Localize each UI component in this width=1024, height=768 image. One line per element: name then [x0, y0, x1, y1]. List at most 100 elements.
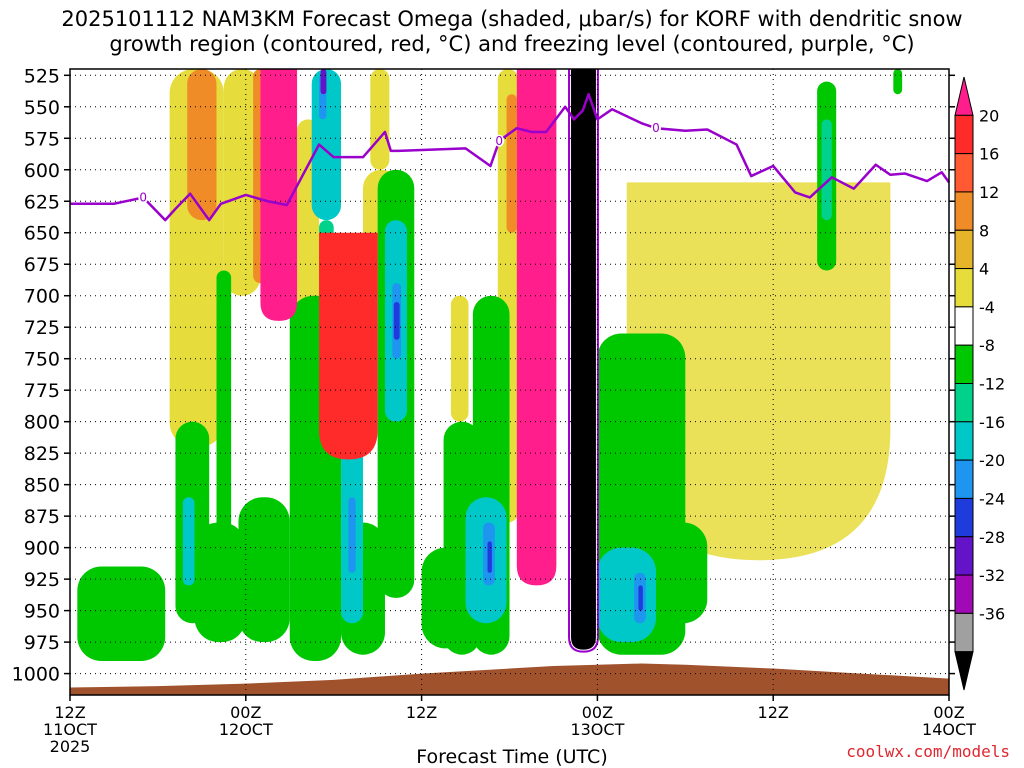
ytick-label: 925: [24, 569, 60, 591]
ytick-label: 800: [24, 412, 60, 434]
colorbar-swatch: [954, 536, 974, 576]
ytick-label: 850: [24, 475, 60, 497]
xtick-label: 00Z: [933, 703, 964, 722]
ytick-label: 625: [24, 191, 60, 213]
xtick-label: 00Z: [230, 703, 261, 722]
xtick-label: 2025: [50, 737, 91, 756]
ytick-label: 900: [24, 538, 60, 560]
colorbar-bottom-arrow: [954, 651, 974, 691]
colorbar-label: -28: [979, 528, 1005, 547]
ytick-label: 700: [24, 286, 60, 308]
colorbar-label: -32: [979, 566, 1005, 585]
omega-blob-14: [238, 497, 290, 643]
colorbar-swatch: [954, 459, 974, 499]
omega-pink-streak: [260, 69, 298, 321]
colorbar-label: -24: [979, 489, 1005, 508]
ytick-label: 525: [24, 65, 60, 87]
omega-blob-2: [223, 69, 261, 296]
xtick-label: 14OCT: [922, 720, 976, 739]
colorbar-label: 8: [979, 221, 989, 240]
colorbar-label: -4: [979, 298, 995, 317]
plot-frame: [69, 68, 950, 696]
colorbar-swatch: [954, 191, 974, 231]
freezing-level-label-1: 0: [495, 134, 503, 148]
ytick-label: 575: [24, 128, 60, 150]
colorbar-swatch: [954, 344, 974, 384]
freezing-label-bg-0: [138, 191, 149, 204]
omega-black-column: [571, 69, 596, 650]
colorbar-swatch: [954, 421, 974, 461]
xtick-label: 12Z: [406, 703, 437, 722]
colorbar-swatch: [954, 497, 974, 538]
colorbar-swatch: [954, 153, 974, 193]
colorbar-label: -8: [979, 336, 995, 355]
credit-text: coolwx.com/models: [846, 742, 1010, 761]
colorbar-swatch: [954, 268, 974, 308]
colorbar: 20 16 12 8 4 -4 -8 -12 -16 -20 -24 -28 -32 -36: [954, 76, 1005, 691]
terrain: [70, 663, 949, 695]
omega-blob-38: [393, 302, 400, 340]
ytick-label: 975: [24, 632, 60, 654]
ytick-label: 600: [24, 160, 60, 182]
xtick-label: 12Z: [758, 703, 789, 722]
terrain-fill: [70, 663, 949, 695]
omega-blob-32: [182, 497, 195, 586]
omega-red-band: [319, 232, 378, 460]
xtick-label: 00Z: [582, 703, 613, 722]
omega-blob-37: [348, 497, 356, 573]
colorbar-swatch: [954, 114, 974, 155]
omega-shading: [77, 69, 903, 661]
freezing-label-bg-2: [651, 122, 661, 135]
omega-blob-41: [320, 69, 327, 95]
ytick-label: 775: [24, 380, 60, 402]
freezing-level-line: [70, 92, 951, 222]
black-column-outline: [568, 69, 599, 653]
freezing-level-layer: 0 0 0: [70, 92, 951, 222]
xtick-label: 11OCT: [43, 720, 97, 739]
omega-blob-29: [597, 547, 656, 643]
omega-yellow-region: [626, 182, 891, 561]
freezing-label-bg-1: [494, 134, 505, 147]
omega-blob-10: [77, 566, 166, 661]
omega-blob-9: [506, 94, 517, 233]
omega-blob-40: [638, 585, 643, 611]
colorbar-label: 12: [979, 183, 999, 202]
freezing-level-label-2: 0: [652, 121, 660, 135]
ytick-label: 675: [24, 254, 60, 276]
ytick-label: 950: [24, 601, 60, 623]
omega-blob-31: [821, 119, 832, 221]
omega-blob-39: [487, 541, 492, 573]
omega-blob-22: [656, 522, 708, 624]
chart-title-line-2: growth region (contoured, red, °C) and f…: [109, 32, 915, 56]
xtick-label: 12OCT: [219, 720, 273, 739]
colorbar-top-arrow: [954, 76, 974, 116]
omega-pink-column: [516, 69, 557, 586]
colorbar-label: 16: [979, 145, 999, 164]
ytick-label: 725: [24, 317, 60, 339]
omega-blob-12: [194, 522, 246, 643]
ytick-label: 750: [24, 349, 60, 371]
colorbar-label: 20: [979, 106, 999, 125]
omega-blob-1: [187, 69, 217, 221]
colorbar-swatch: [954, 306, 974, 346]
xtick-label: 12Z: [54, 703, 85, 722]
colorbar-label: -16: [979, 413, 1005, 432]
ytick-label: 550: [24, 97, 60, 119]
freezing-level-label-0: 0: [139, 190, 147, 204]
x-axis-title: Forecast Time (UTC): [416, 746, 608, 768]
colorbar-swatch: [954, 574, 974, 614]
colorbar-swatch: [954, 229, 974, 270]
omega-blob-24: [893, 69, 903, 95]
colorbar-swatch: [954, 612, 974, 653]
chart-title-line-1: 2025101112 NAM3KM Forecast Omega (shaded…: [61, 7, 963, 31]
ytick-label: 1000: [12, 664, 60, 686]
omega-blob-6: [370, 69, 390, 170]
colorbar-label: -36: [979, 604, 1005, 623]
omega-blob-13: [216, 270, 232, 573]
colorbar-label: -12: [979, 375, 1005, 394]
colorbar-label: -20: [979, 451, 1005, 470]
ytick-label: 825: [24, 443, 60, 465]
colorbar-swatch: [954, 383, 974, 423]
xtick-label: 13OCT: [570, 720, 624, 739]
